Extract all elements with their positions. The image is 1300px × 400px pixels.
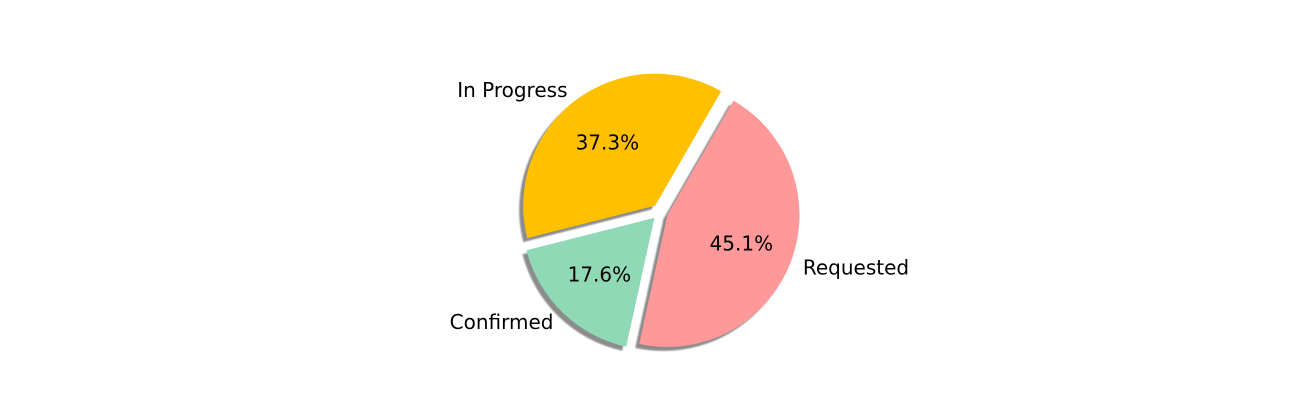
- pie-slice-layer: [523, 73, 800, 347]
- pie-label-layer: 45.1% Requested 17.6% Confirmed 37.3% In Prog…: [450, 78, 909, 334]
- pie-category-label-confirmed: Confirmed: [450, 310, 554, 334]
- pie-slice-requested: [639, 100, 800, 347]
- pie-pct-label-requested: 45.1%: [710, 232, 774, 256]
- pie-pct-label-confirmed: 17.6%: [568, 263, 632, 287]
- pie-pct-label-in-progress: 37.3%: [576, 130, 640, 154]
- pie-category-label-in-progress: In Progress: [457, 78, 567, 102]
- pie-slice-in-progress: [523, 73, 722, 239]
- pie-slice-confirmed: [526, 217, 655, 347]
- pie-category-label-requested: Requested: [803, 255, 909, 279]
